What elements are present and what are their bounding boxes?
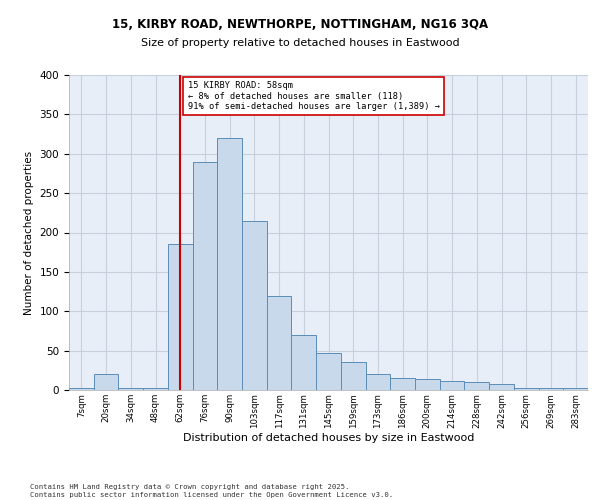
Y-axis label: Number of detached properties: Number of detached properties [24,150,34,314]
Bar [539,388,563,390]
Bar [118,388,143,390]
Bar [143,388,168,390]
Bar [168,244,193,390]
Bar [390,378,415,390]
Bar [464,382,489,390]
Bar [292,335,316,390]
Text: 15 KIRBY ROAD: 58sqm
← 8% of detached houses are smaller (118)
91% of semi-detac: 15 KIRBY ROAD: 58sqm ← 8% of detached ho… [188,82,440,111]
Bar [489,384,514,390]
Bar [440,380,464,390]
Bar [242,220,267,390]
Bar [193,162,217,390]
Text: 15, KIRBY ROAD, NEWTHORPE, NOTTINGHAM, NG16 3QA: 15, KIRBY ROAD, NEWTHORPE, NOTTINGHAM, N… [112,18,488,30]
Bar [415,379,440,390]
Bar [365,374,390,390]
Bar [69,388,94,390]
Bar [341,362,365,390]
Bar [316,353,341,390]
X-axis label: Distribution of detached houses by size in Eastwood: Distribution of detached houses by size … [183,433,474,443]
Bar [514,388,539,390]
Bar [267,296,292,390]
Text: Contains HM Land Registry data © Crown copyright and database right 2025.
Contai: Contains HM Land Registry data © Crown c… [30,484,393,498]
Bar [94,374,118,390]
Bar [217,138,242,390]
Text: Size of property relative to detached houses in Eastwood: Size of property relative to detached ho… [140,38,460,48]
Bar [563,388,588,390]
